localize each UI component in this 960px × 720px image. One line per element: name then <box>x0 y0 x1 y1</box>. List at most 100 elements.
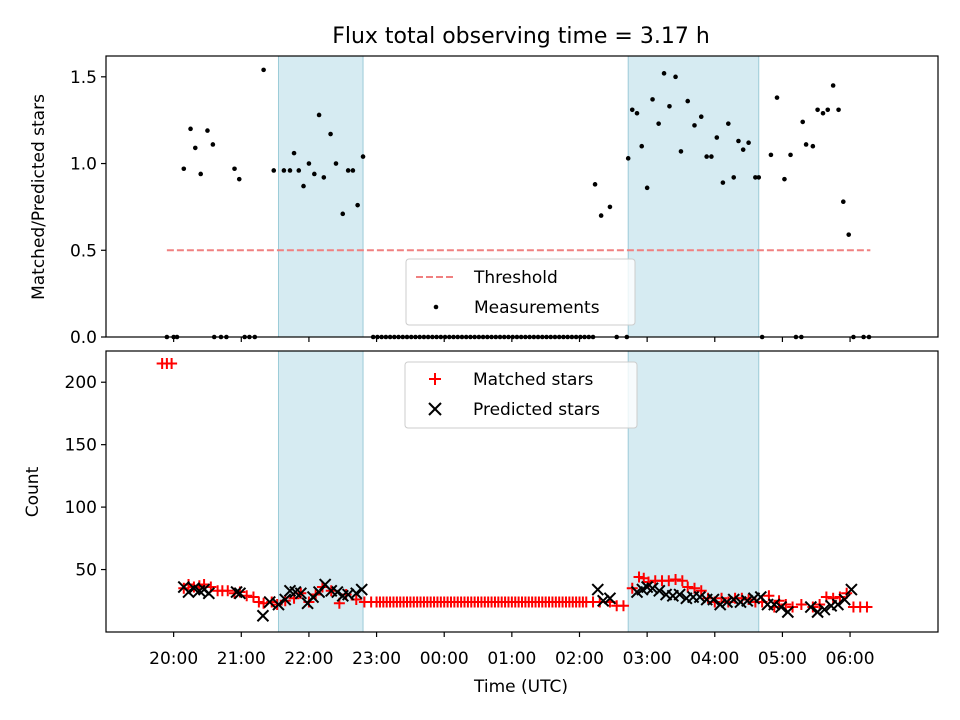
bottom-ytick-label: 200 <box>65 373 97 393</box>
measurement-point <box>592 182 598 187</box>
observing-interval-2 <box>627 55 760 338</box>
predicted-star-marker <box>256 609 270 622</box>
predicted-star-marker <box>741 594 754 607</box>
xtick-label: 04:00 <box>690 649 739 669</box>
legend-predicted-swatch <box>428 402 442 416</box>
measurement-point <box>355 202 360 208</box>
predicted-star-marker <box>279 593 292 606</box>
measurement-point <box>836 107 841 113</box>
xtick-label: 05:00 <box>758 649 807 669</box>
xtick-label: 02:00 <box>555 649 604 669</box>
top-axes-frame <box>105 55 939 338</box>
measurement-point <box>661 71 667 76</box>
predicted-star-marker <box>713 598 727 611</box>
measurement-point <box>810 143 816 149</box>
predicted-star-marker <box>202 587 216 600</box>
predicted-star-marker <box>653 584 666 597</box>
measurement-point <box>639 143 645 149</box>
xtick-label: 03:00 <box>623 649 672 669</box>
matched-star-marker <box>682 581 694 593</box>
measurement-point <box>788 152 793 158</box>
matched-star-marker <box>617 600 629 612</box>
top-y-axis-label: Matched/Predicted stars <box>29 94 49 300</box>
count-panel: 50 100 150 200 20:00 21:00 22:00 23:00 00:00 01:… <box>23 350 939 697</box>
matched-star-marker <box>166 357 178 369</box>
measurement-point <box>629 107 635 113</box>
top-legend: Threshold Measurements <box>405 258 636 326</box>
measurement-point <box>281 168 287 173</box>
matched-star-marker <box>676 575 688 587</box>
measurement-point <box>736 138 741 144</box>
measurement-point <box>607 204 613 210</box>
matched-star-marker <box>183 579 195 591</box>
top-x-ticks <box>173 337 851 342</box>
predicted-star-marker <box>350 587 363 600</box>
measurement-point <box>634 110 640 116</box>
measurement-point <box>340 211 346 217</box>
measurement-point <box>704 154 709 159</box>
measurement-point <box>350 168 356 173</box>
measurement-point <box>746 140 751 146</box>
measurement-point <box>720 180 726 185</box>
measurement-point <box>205 128 210 133</box>
measurement-point <box>673 74 678 80</box>
measurement-point <box>188 126 193 132</box>
predicted-star-marker <box>596 594 610 607</box>
matched-star-marker <box>827 592 839 604</box>
measurement-point <box>685 98 691 104</box>
xtick-label: 00:00 <box>420 649 469 669</box>
matched-star-marker <box>780 599 792 611</box>
predicted-star-marker <box>294 587 308 600</box>
predicted-star-marker <box>707 593 720 606</box>
matched-star-marker <box>247 591 259 603</box>
bottom-ytick-label: 150 <box>65 436 97 456</box>
predicted-star-marker <box>781 605 795 619</box>
matched-star-marker <box>795 599 807 611</box>
predicted-star-marker <box>774 600 788 614</box>
predicted-star-marker <box>818 603 831 616</box>
x-axis-label: Time (UTC) <box>473 677 568 697</box>
matched-star-marker <box>861 601 873 613</box>
observing-interval-1 <box>277 55 364 338</box>
measurement-point <box>768 152 774 158</box>
measurement-point <box>328 131 333 137</box>
legend-matched-label: Matched stars <box>473 370 593 390</box>
measurement-point <box>815 107 820 113</box>
top-ytick-label: 0.5 <box>70 241 97 261</box>
predicted-star-marker <box>646 582 659 595</box>
predicted-star-marker <box>603 592 617 605</box>
measurement-point <box>692 123 697 128</box>
measurement-point <box>291 150 297 156</box>
measurement-point <box>709 154 714 159</box>
ratio-panel: 0.0 0.5 1.0 1.5 Matched/Predicted stars Thr… <box>29 55 939 348</box>
measurement-point <box>650 97 655 102</box>
observing-interval-2 <box>627 350 760 633</box>
measurement-point <box>261 67 266 73</box>
legend-measurements-label: Measurements <box>474 298 600 318</box>
measurement-point <box>753 175 758 180</box>
measurement-point <box>316 112 322 118</box>
predicted-star-marker <box>804 600 818 614</box>
measurement-point <box>846 232 852 237</box>
bottom-y-ticks: 50 100 150 200 <box>65 373 106 581</box>
predicted-star-marker <box>673 588 686 601</box>
measurement-point <box>667 104 672 109</box>
measurement-point <box>841 199 846 205</box>
measurement-point <box>803 142 809 147</box>
matched-star-marker <box>834 591 846 603</box>
measurement-point <box>644 185 650 191</box>
matched-star-marker <box>253 596 265 608</box>
bottom-legend: Matched stars Predicted stars <box>404 361 638 429</box>
measurement-point <box>301 183 306 189</box>
predicted-star-marker <box>591 583 604 596</box>
predicted-star-marker <box>693 590 707 604</box>
predicted-star-marker <box>727 593 740 606</box>
legend-threshold-label: Threshold <box>473 268 558 288</box>
top-y-ticks: 0.0 0.5 1.0 1.5 <box>70 68 106 348</box>
measurement-point <box>192 145 198 151</box>
measurement-point <box>825 107 831 113</box>
matched-star-marker <box>577 596 589 608</box>
measurement-point <box>598 213 604 218</box>
bottom-legend-box <box>404 361 638 429</box>
predicted-star-marker <box>182 585 195 599</box>
